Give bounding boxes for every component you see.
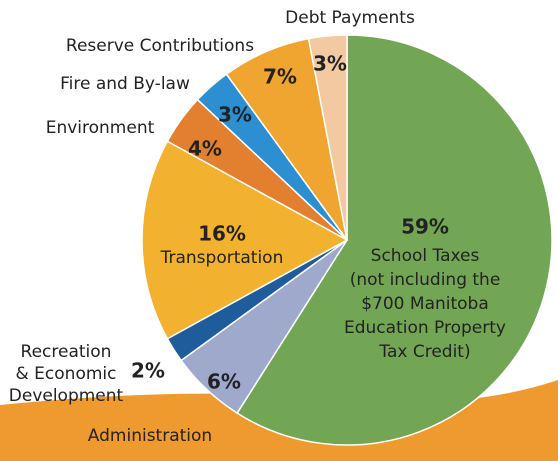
value-label: 3% xyxy=(313,52,347,76)
value-label: 4% xyxy=(188,137,222,161)
slice-label: Transportation xyxy=(160,248,284,268)
slice-label: School Taxes (not including the $700 Manit… xyxy=(344,246,506,362)
slice-label: Administration xyxy=(88,426,212,446)
slice-label: Recreation & Economic Development xyxy=(9,342,124,406)
value-label: 59% xyxy=(401,215,449,239)
value-label: 3% xyxy=(218,103,252,127)
value-label: 7% xyxy=(263,65,297,89)
value-label: 6% xyxy=(207,370,241,394)
pie-slice xyxy=(236,34,553,446)
value-label: 2% xyxy=(131,359,165,383)
pie-slice xyxy=(307,34,348,241)
slice-label: Debt Payments xyxy=(285,8,415,28)
slice-label: Reserve Contributions xyxy=(66,36,254,56)
slice-label: Environment xyxy=(46,118,155,138)
value-label: 16% xyxy=(198,222,246,246)
slice-label: Fire and By-law xyxy=(60,74,190,94)
pie-slice xyxy=(141,140,349,340)
